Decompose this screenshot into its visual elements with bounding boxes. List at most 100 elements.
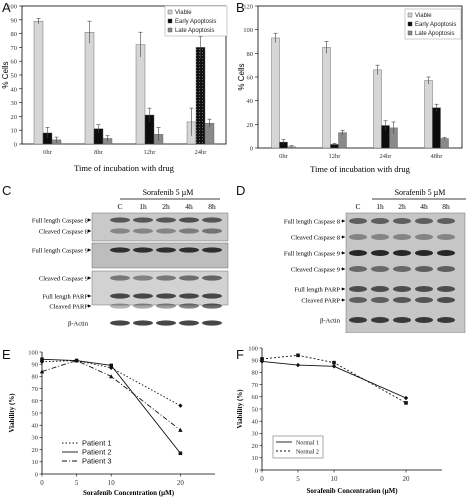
legend-label: Late Apoptosis xyxy=(415,31,454,37)
chart-f: 0 10 20 30 40 50 60 70 80 90 100 0 5 10 20 Viability (%… xyxy=(236,345,442,495)
y-tick-label: 90 xyxy=(11,17,18,24)
protein-band xyxy=(349,286,367,292)
bar-viable xyxy=(135,44,146,145)
panel-letter-b: B xyxy=(236,0,245,15)
y-tick-label: 60 xyxy=(32,398,39,405)
x-axis-label: Time of incubation with drug xyxy=(74,163,175,173)
data-point xyxy=(108,374,114,379)
y-tick-label: 80 xyxy=(11,31,18,38)
bar-early-apoptosis xyxy=(432,107,441,149)
arrow-head xyxy=(88,304,91,308)
protein-band xyxy=(133,217,153,223)
y-tick-label: 20 xyxy=(11,114,18,121)
protein-band xyxy=(179,228,199,234)
legend-box xyxy=(404,8,462,40)
protein-band xyxy=(415,317,433,323)
protein-band xyxy=(156,217,176,223)
x-tick-label: 0hr xyxy=(43,149,53,156)
x-tick-label: 10 xyxy=(331,475,339,483)
protein-band xyxy=(110,303,130,309)
band-label: Cleaved Caspase 8 xyxy=(39,229,88,236)
y-tick-label: 100 xyxy=(243,27,253,34)
y-tick-label: 80 xyxy=(252,370,259,377)
lane-label: 8h xyxy=(442,202,450,211)
protein-band xyxy=(371,286,389,292)
y-tick-label: 100 xyxy=(7,4,17,11)
x-tick-label: 0 xyxy=(40,479,44,487)
protein-band xyxy=(133,247,153,253)
y-tick-label: 30 xyxy=(252,431,259,438)
protein-band xyxy=(179,217,199,223)
x-axis-label: Sorafenib Concentration (μM) xyxy=(83,489,175,497)
protein-band xyxy=(371,218,389,224)
band-label: Full length PARP xyxy=(42,294,88,301)
protein-band xyxy=(179,247,199,253)
y-tick-label: 30 xyxy=(11,100,18,107)
legend-swatch xyxy=(407,30,413,36)
blot-strip xyxy=(91,242,229,269)
y-tick-label: 50 xyxy=(252,406,259,413)
bar-viable xyxy=(322,47,331,149)
panel-letter-d: D xyxy=(236,183,246,198)
blot-d-treatment: Sorafenib 5 µM xyxy=(395,188,446,197)
series-line-patient-3 xyxy=(41,360,181,431)
protein-band xyxy=(437,286,455,292)
arrow-head xyxy=(342,219,345,223)
lane-label: 4h xyxy=(185,202,193,211)
y-axis-label: Viability (%) xyxy=(236,389,244,429)
y-tick-label: 60 xyxy=(11,59,18,66)
y-tick-label: 10 xyxy=(252,455,259,462)
lane-label: 2h xyxy=(162,202,170,211)
protein-band xyxy=(110,275,130,281)
protein-band xyxy=(415,297,433,303)
y-tick-label: 30 xyxy=(32,435,39,442)
arrow-head xyxy=(342,298,345,302)
legend-label: Patient 1 xyxy=(82,439,112,448)
protein-band xyxy=(179,275,199,281)
legend-swatch xyxy=(407,12,413,18)
data-point xyxy=(260,357,264,361)
legend-swatch xyxy=(167,18,173,24)
arrow-head xyxy=(88,229,91,233)
protein-band xyxy=(371,317,389,323)
panel-letter-f: F xyxy=(236,347,244,362)
data-point xyxy=(74,358,79,363)
protein-band xyxy=(393,266,411,272)
data-point xyxy=(296,353,300,358)
protein-band xyxy=(415,250,433,256)
data-point xyxy=(39,359,45,364)
y-tick-label: 20 xyxy=(247,122,254,129)
x-tick-label: 24hr xyxy=(195,149,208,156)
y-tick-label: 40 xyxy=(252,419,259,426)
protein-band xyxy=(393,286,411,292)
protein-band xyxy=(437,218,455,224)
band-label: Cleaved Caspase 9 xyxy=(291,267,340,274)
data-point xyxy=(295,362,301,368)
protein-band xyxy=(156,293,176,299)
data-point xyxy=(39,369,45,374)
arrow-head xyxy=(88,294,91,298)
protein-band xyxy=(133,293,153,299)
y-tick-label: 80 xyxy=(247,51,254,58)
y-axis-label: % Cells xyxy=(237,63,246,90)
protein-band xyxy=(133,303,153,309)
band-label: Full length PARP xyxy=(294,287,340,294)
legend-label: Viable xyxy=(175,10,192,16)
band-label: Cleaved Caspase 9 xyxy=(39,276,88,283)
data-point xyxy=(40,357,44,362)
protein-band xyxy=(202,293,222,299)
protein-band xyxy=(371,297,389,303)
x-tick-label: 0 xyxy=(260,475,264,483)
series-line-patient-2 xyxy=(41,358,181,454)
protein-band xyxy=(349,234,367,240)
arrow-head xyxy=(342,251,345,255)
y-tick-label: 90 xyxy=(252,358,259,365)
band-label: Cleaved PARP xyxy=(301,298,340,305)
arrow-head xyxy=(342,235,345,239)
x-tick-label: 10 xyxy=(108,479,116,487)
protein-band xyxy=(110,228,130,234)
lane-label: 1h xyxy=(376,202,384,211)
legend-box xyxy=(164,5,228,37)
bar-viable xyxy=(373,69,382,149)
y-tick-label: 60 xyxy=(252,394,259,401)
